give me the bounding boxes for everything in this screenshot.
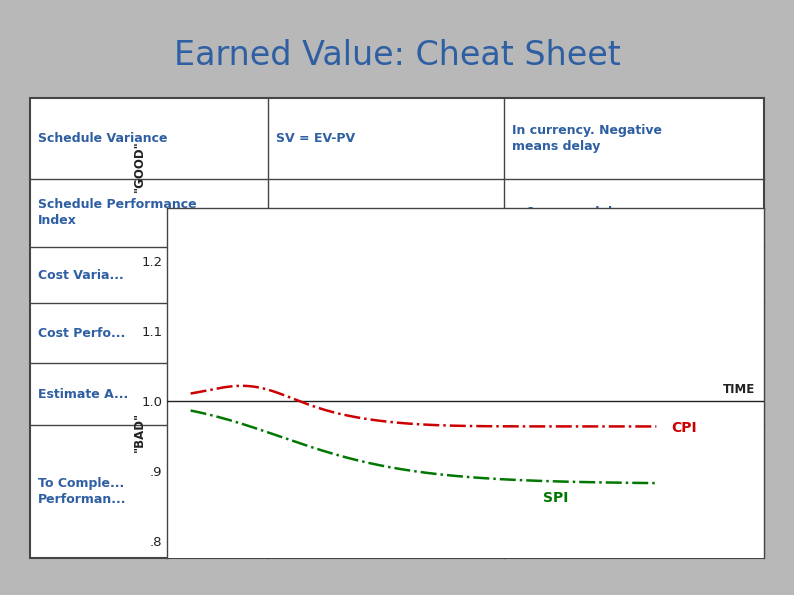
Text: Schedule Performance
Index: Schedule Performance Index <box>38 198 197 227</box>
Text: Cost Perfo...: Cost Perfo... <box>38 327 125 340</box>
Text: Schedule Variance: Schedule Variance <box>38 132 168 145</box>
Text: Earned Value: Cheat Sheet: Earned Value: Cheat Sheet <box>174 39 620 71</box>
Text: TIME: TIME <box>723 383 755 396</box>
Text: Estimate A...: Estimate A... <box>38 388 129 400</box>
Text: "BAD": "BAD" <box>133 412 146 452</box>
Text: Cost Varia...: Cost Varia... <box>38 269 124 281</box>
Text: In currency. Negative
means delay: In currency. Negative means delay <box>512 124 662 153</box>
Text: CPI: CPI <box>671 421 697 435</box>
Text: SV = EV-PV: SV = EV-PV <box>276 132 356 145</box>
Text: SPI: SPI <box>543 491 569 506</box>
FancyBboxPatch shape <box>30 98 764 558</box>
Text: "GOOD": "GOOD" <box>133 140 146 192</box>
Text: < 1 means delay: < 1 means delay <box>512 206 629 219</box>
Text: SPI = EV/PV: SPI = EV/PV <box>276 206 360 219</box>
Text: To Comple...
Performan...: To Comple... Performan... <box>38 477 126 506</box>
